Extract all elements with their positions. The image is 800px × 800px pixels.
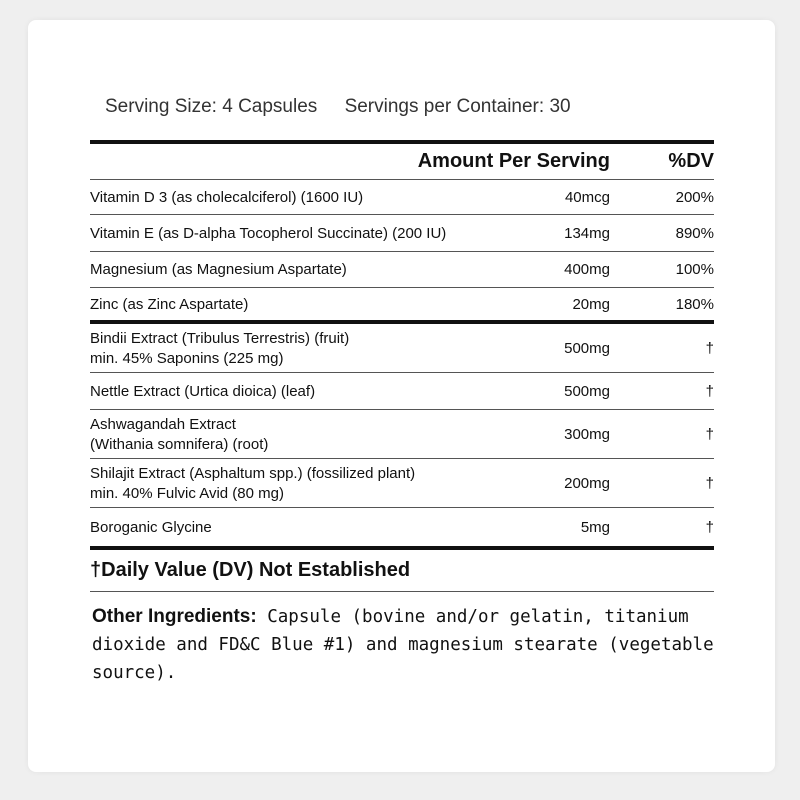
table-row: Boroganic Glycine 5mg †	[90, 508, 714, 550]
serving-info: Serving Size: 4 Capsules Servings per Co…	[105, 96, 593, 118]
ingredient-amount: 500mg	[564, 382, 610, 400]
other-ingredients-text: Capsule (bovine and/or gelatin, titanium…	[92, 607, 714, 683]
ingredient-name-line: Magnesium (as Magnesium Aspartate)	[90, 261, 347, 278]
table-row: Zinc (as Zinc Aspartate) 20mg 180%	[90, 288, 714, 324]
other-ingredients-label: Other Ingredients:	[92, 606, 257, 627]
ingredient-name-line: min. 45% Saponins (225 mg)	[90, 349, 284, 367]
ingredient-name-line: (Withania somnifera) (root)	[90, 435, 269, 453]
other-ingredients: Other Ingredients: Capsule (bovine and/o…	[92, 603, 722, 687]
ingredient-dv: †	[705, 382, 714, 400]
supplement-facts-table: Amount Per Serving %DV Vitamin D 3 (as c…	[90, 140, 714, 592]
header-amount: Amount Per Serving	[417, 150, 610, 172]
ingredient-dv: †	[705, 474, 714, 492]
ingredient-dv: 890%	[675, 224, 714, 242]
ingredient-name-line: Nettle Extract (Urtica dioica) (leaf)	[90, 382, 316, 400]
table-row: Magnesium (as Magnesium Aspartate) 400mg 1…	[90, 252, 714, 288]
ingredient-name-line: min. 40% Fulvic Avid (80 mg)	[90, 484, 284, 502]
ingredient-dv: †	[705, 425, 714, 443]
servings-per-container: Servings per Container: 30	[344, 96, 571, 117]
ingredient-name: Vitamin D 3 (as cholecalciferol) (1600 I…	[90, 187, 514, 208]
header-dv: %DV	[668, 150, 714, 172]
table-row: Bindii Extract (Tribulus Terrestris) (fr…	[90, 324, 714, 373]
ingredient-dv: †	[705, 518, 714, 536]
ingredient-name-line: Shilajit Extract (Asphaltum spp.) (fossi…	[90, 464, 416, 482]
ingredient-name: Magnesium (as Magnesium Aspartate)	[90, 259, 514, 280]
table-row: Nettle Extract (Urtica dioica) (leaf) 500…	[90, 373, 714, 410]
table-row: Shilajit Extract (Asphaltum spp.) (fossi…	[90, 459, 714, 508]
ingredient-dv: 100%	[675, 261, 714, 278]
ingredient-name-line: Bindii Extract (Tribulus Terrestris) (fr…	[90, 329, 350, 347]
ingredient-name-line: Vitamin D 3 (as cholecalciferol) (1600 I…	[90, 188, 364, 206]
ingredient-amount: 300mg	[564, 425, 610, 443]
ingredient-name: Nettle Extract (Urtica dioica) (leaf)	[90, 381, 514, 402]
table-header: Amount Per Serving %DV	[90, 140, 714, 180]
ingredient-name-line: Ashwagandah Extract	[90, 415, 236, 433]
ingredient-name: Ashwagandah Extract (Withania somnifera) …	[90, 414, 514, 455]
ingredient-amount: 200mg	[564, 474, 610, 492]
ingredient-name-line: Boroganic Glycine	[90, 518, 212, 536]
ingredient-amount: 20mg	[572, 295, 610, 313]
ingredient-name-line: Vitamin E (as D-alpha Tocopherol Succina…	[90, 224, 447, 242]
ingredient-dv: 180%	[675, 295, 714, 313]
dv-note: †Daily Value (DV) Not Established	[90, 550, 714, 592]
ingredient-dv: †	[705, 339, 714, 357]
ingredient-dv: 200%	[675, 188, 714, 206]
ingredient-name: Shilajit Extract (Asphaltum spp.) (fossi…	[90, 463, 514, 504]
ingredient-name-line: Zinc (as Zinc Aspartate)	[90, 295, 249, 313]
ingredient-amount: 400mg	[564, 261, 610, 278]
ingredient-amount: 40mcg	[564, 188, 610, 206]
table-row: Ashwagandah Extract (Withania somnifera) …	[90, 410, 714, 459]
ingredient-name: Bindii Extract (Tribulus Terrestris) (fr…	[90, 328, 514, 369]
ingredient-name: Zinc (as Zinc Aspartate)	[90, 294, 514, 315]
ingredient-amount: 500mg	[564, 339, 610, 357]
ingredient-amount: 134mg	[564, 224, 610, 242]
ingredient-name: Boroganic Glycine	[90, 517, 514, 538]
table-row: Vitamin E (as D-alpha Tocopherol Succina…	[90, 215, 714, 252]
ingredient-amount: 5mg	[580, 518, 610, 536]
label-card	[28, 20, 775, 772]
table-row: Vitamin D 3 (as cholecalciferol) (1600 I…	[90, 180, 714, 215]
ingredient-name: Vitamin E (as D-alpha Tocopherol Succina…	[90, 223, 514, 244]
serving-size: Serving Size: 4 Capsules	[105, 96, 318, 117]
